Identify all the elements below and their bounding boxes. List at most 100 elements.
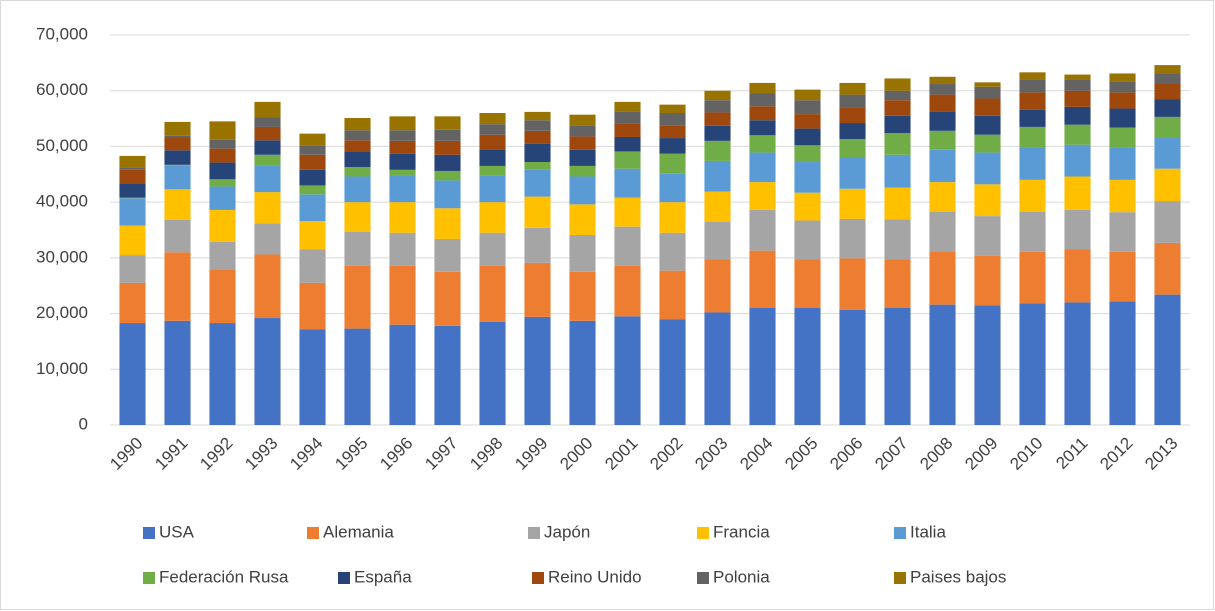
bar-segment [1019, 109, 1046, 127]
bar-segment [1019, 179, 1046, 212]
bar-segment [794, 145, 821, 163]
bar-segment [884, 78, 911, 91]
bar-segment [209, 179, 236, 187]
bar-segment [704, 112, 731, 126]
bar-segment [164, 252, 191, 321]
bar-segment [1019, 126, 1046, 148]
bar-segment [119, 167, 146, 170]
bar-segment [254, 192, 281, 224]
bar-segment [1109, 301, 1136, 425]
bar-segment [884, 154, 911, 188]
bar-segment [1064, 106, 1091, 125]
bar-segment [299, 145, 326, 155]
bar-segment [974, 115, 1001, 135]
bar-segment [1154, 201, 1181, 243]
legend-label: Reino Unido [548, 567, 642, 586]
bar-segment [974, 152, 1001, 185]
bar-segment [974, 82, 1001, 87]
bar-segment [344, 231, 371, 266]
bar-segment [659, 113, 686, 126]
bar-segment [344, 167, 371, 177]
bar-segment [1109, 92, 1136, 109]
bar-segment [434, 170, 461, 181]
bar-segment [794, 192, 821, 221]
bar-segment [749, 135, 776, 153]
bar-segment [974, 184, 1001, 217]
bar-segment [299, 185, 326, 195]
bar-segment [1154, 116, 1181, 138]
bar-segment [929, 111, 956, 131]
bar-segment [569, 271, 596, 321]
bar-segment [254, 165, 281, 193]
bar-segment [344, 176, 371, 203]
bar-segment [884, 308, 911, 425]
bar-segment [524, 262, 551, 317]
bar-segment [434, 208, 461, 239]
bar-segment [389, 116, 416, 131]
bar-segment [164, 189, 191, 220]
bar-segment [659, 104, 686, 113]
bar-segment [434, 271, 461, 326]
bar-segment [119, 255, 146, 283]
bar-segment [209, 241, 236, 270]
bar-segment [209, 186, 236, 210]
bar-segment [749, 250, 776, 308]
bar-segment [569, 114, 596, 126]
bar-segment [524, 130, 551, 144]
legend-label: Japón [544, 522, 590, 541]
bar-segment [479, 165, 506, 176]
bar-segment [524, 169, 551, 197]
legend-swatch [338, 572, 350, 584]
bar-segment [749, 82, 776, 94]
bar-segment [794, 308, 821, 425]
bar-segment [434, 140, 461, 155]
bar-segment [614, 226, 641, 266]
bar-segment [389, 202, 416, 233]
bar-segment [209, 269, 236, 324]
bar-segment [1154, 83, 1181, 100]
bar-segment [569, 235, 596, 272]
bar-segment [929, 94, 956, 112]
bar-segment [569, 176, 596, 205]
bar-segment [434, 325, 461, 425]
bar-segment [704, 160, 731, 192]
bar-segment [389, 175, 416, 203]
bar-segment [1109, 147, 1136, 180]
bar-segment [164, 164, 191, 166]
bar-segment [524, 143, 551, 163]
bar-segment [704, 259, 731, 313]
bar-segment [794, 89, 821, 101]
bar-segment [344, 130, 371, 141]
bar-segment [884, 187, 911, 220]
bar-segment [1064, 144, 1091, 177]
bar-segment [254, 126, 281, 141]
bar-segment [434, 116, 461, 130]
legend-label: España [354, 567, 412, 586]
bar-segment [884, 133, 911, 155]
bar-segment [434, 154, 461, 171]
bar-segment [479, 113, 506, 125]
bar-segment [299, 221, 326, 250]
bar-segment [119, 169, 146, 184]
y-tick-label: 30,000 [36, 247, 88, 266]
y-tick-label: 60,000 [36, 80, 88, 99]
bar-segment [794, 259, 821, 308]
y-tick-label: 40,000 [36, 192, 88, 211]
bar-segment [209, 162, 236, 180]
bar-segment [254, 140, 281, 155]
bar-segment [839, 123, 866, 140]
bar-segment [1109, 251, 1136, 302]
legend-swatch [697, 527, 709, 539]
bar-segment [569, 320, 596, 425]
bar-segment [299, 154, 326, 170]
legend-swatch [894, 527, 906, 539]
bar-segment [164, 121, 191, 136]
bar-segment [884, 259, 911, 308]
bar-segment [1064, 124, 1091, 145]
y-tick-label: 0 [79, 414, 88, 433]
legend-label: Polonia [713, 567, 770, 586]
bar-segment [119, 198, 146, 226]
bar-segment [1064, 79, 1091, 91]
bar-segment [389, 324, 416, 425]
